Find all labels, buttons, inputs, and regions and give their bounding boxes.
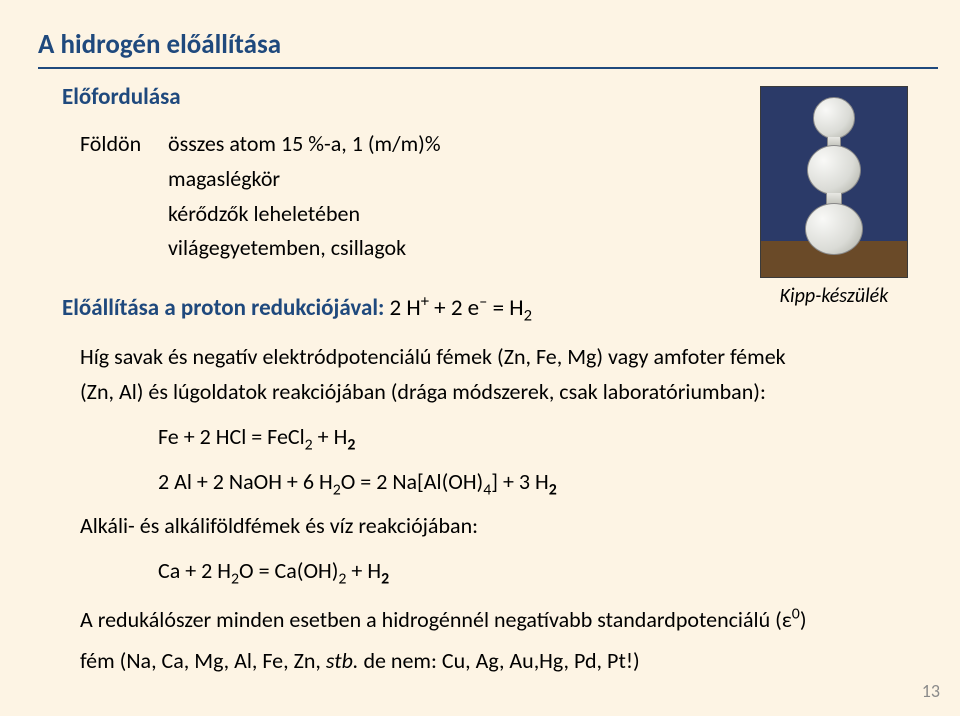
kipp-bulb-mid	[807, 145, 861, 195]
prep-l: 2 H	[390, 294, 421, 322]
occurrence-lines: összes atom 15 %-a, 1 (m/m)% magaslégkör…	[168, 127, 441, 266]
eq1sub2b: 2	[347, 435, 355, 454]
kipp-caption: Kipp-készülék	[760, 284, 908, 308]
eq2sub2b: 2	[549, 480, 557, 499]
eq1sub2: 2	[305, 435, 313, 454]
alkali-earth-line: Alkáli- és alkáliföldfémek és víz reakci…	[80, 509, 912, 544]
note2-stb: stb.	[326, 647, 359, 674]
sup-plus: +	[421, 291, 429, 311]
occ-line-3: kérődzők leheletében	[168, 197, 441, 232]
occ-line-4: világegyetemben, csillagok	[168, 231, 441, 266]
dilute-acids-line: Híg savak és negatív elektródpotenciálú …	[80, 340, 912, 375]
eq1a: Fe + 2 HCl = FeCl	[158, 423, 305, 450]
eq2b: O = 2 Na[Al(OH)	[341, 468, 483, 495]
alkali-solutions-line: (Zn, Al) és lúgoldatok reakciójában (drá…	[80, 375, 912, 410]
note-b: )	[800, 606, 807, 633]
eps-sup: 0	[792, 605, 800, 624]
eq3sub2c: 2	[381, 569, 389, 588]
prep-r: = H	[487, 294, 523, 322]
note2-b: de nem: Cu, Ag, Au,Hg, Pd, Pt!)	[358, 647, 639, 674]
equation-2: 2 Al + 2 NaOH + 6 H2O = 2 Na[Al(OH)4] + …	[158, 465, 912, 500]
epsilon: ε	[782, 606, 792, 633]
equation-3: Ca + 2 H2O = Ca(OH)2 + H2	[158, 554, 912, 589]
eq3sub2a: 2	[231, 569, 239, 588]
occurrence-label: Földön	[80, 127, 168, 266]
sub-2a: 2	[524, 306, 532, 326]
page-title: A hidrogén előállítása	[38, 28, 912, 61]
metals-note: fém (Na, Ca, Mg, Al, Fe, Zn, stb. de nem…	[80, 644, 912, 679]
title-divider	[38, 67, 938, 69]
kipp-flask	[805, 89, 863, 255]
eq3c: + H	[346, 557, 381, 584]
eq2sub2a: 2	[333, 480, 341, 499]
prep-m: + 2 e	[429, 294, 479, 322]
kipp-figure: Kipp-készülék	[760, 86, 908, 308]
occ-line-2: magaslégkör	[168, 162, 441, 197]
slide: A hidrogén előállítása Kipp-készülék Elő…	[0, 0, 960, 716]
prep-eq: 2 H+ + 2 e– = H2	[390, 294, 532, 322]
reducer-note: A redukálószer minden esetben a hidrogén…	[80, 603, 912, 638]
kipp-bulb-top	[813, 97, 855, 139]
eq3b: O = Ca(OH)	[239, 557, 338, 584]
eq1b: + H	[313, 423, 348, 450]
prep-prefix: Előállítása a proton redukciójával:	[62, 294, 384, 322]
note2-a: fém (Na, Ca, Mg, Al, Fe, Zn,	[80, 647, 326, 674]
kipp-bulb-bottom	[805, 203, 863, 255]
equation-1: Fe + 2 HCl = FeCl2 + H2	[158, 420, 912, 455]
occ-line-1: összes atom 15 %-a, 1 (m/m)%	[168, 127, 441, 162]
eq3a: Ca + 2 H	[158, 557, 231, 584]
eq2c: ] + 3 H	[491, 468, 548, 495]
kipp-image	[760, 86, 908, 278]
page-number: 13	[922, 680, 940, 702]
eq2a: 2 Al + 2 NaOH + 6 H	[158, 468, 333, 495]
note-a: A redukálószer minden esetben a hidrogén…	[80, 606, 782, 633]
